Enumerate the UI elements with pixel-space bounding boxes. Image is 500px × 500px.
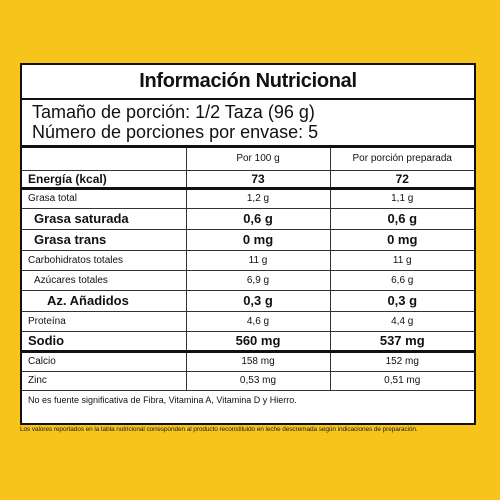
energy-row: Energía (kcal) 73 72: [22, 169, 474, 190]
table-row: Zinc 0,53 mg 0,51 mg: [22, 370, 474, 390]
row-per100: 0,3 g: [185, 289, 330, 311]
header-per100: Por 100 g: [185, 148, 330, 170]
header-prepared: Por porción preparada: [329, 148, 474, 170]
row-label: Zinc: [22, 370, 186, 390]
header-blank: [22, 148, 186, 170]
row-label: Grasa trans: [22, 228, 186, 250]
row-prepared: 1,1 g: [329, 187, 474, 208]
energy-prepared: 72: [329, 169, 474, 190]
table-row: Grasa total 1,2 g 1,1 g: [22, 187, 474, 208]
row-prepared: 4,4 g: [329, 310, 474, 331]
row-per100: 1,2 g: [185, 187, 330, 208]
row-label: Carbohidratos totales: [22, 249, 186, 270]
row-prepared: 6,6 g: [329, 269, 474, 290]
row-per100: 0 mg: [185, 228, 330, 250]
panel-title: Información Nutricional: [22, 65, 474, 100]
row-label: Calcio: [22, 350, 186, 371]
row-prepared: 0,6 g: [329, 207, 474, 229]
row-per100: 560 mg: [185, 330, 330, 353]
row-label: Azúcares totales: [22, 269, 186, 290]
table-row: Proteína 4,6 g 4,4 g: [22, 310, 474, 331]
row-prepared: 152 mg: [329, 350, 474, 371]
table-row: Az. Añadidos 0,3 g 0,3 g: [22, 289, 474, 311]
row-prepared: 11 g: [329, 249, 474, 270]
serving-size: Tamaño de porción: 1/2 Taza (96 g): [32, 102, 315, 122]
row-per100: 158 mg: [185, 350, 330, 371]
row-prepared: 537 mg: [329, 330, 474, 353]
table-row: Calcio 158 mg 152 mg: [22, 350, 474, 371]
row-label: Sodio: [22, 330, 186, 353]
row-label: Grasa saturada: [22, 207, 186, 229]
row-label: Proteína: [22, 310, 186, 331]
table-row: Sodio 560 mg 537 mg: [22, 330, 474, 353]
row-per100: 6,9 g: [185, 269, 330, 290]
row-per100: 11 g: [185, 249, 330, 270]
row-label: Az. Añadidos: [22, 289, 186, 311]
row-per100: 4,6 g: [185, 310, 330, 331]
footnote: No es fuente significativa de Fibra, Vit…: [22, 390, 474, 409]
energy-per100: 73: [185, 169, 330, 190]
table-row: Azúcares totales 6,9 g 6,6 g: [22, 269, 474, 290]
table-row: Grasa saturada 0,6 g 0,6 g: [22, 207, 474, 229]
row-prepared: 0,51 mg: [329, 370, 474, 390]
row-prepared: 0 mg: [329, 228, 474, 250]
servings-per-container: Número de porciones por envase: 5: [32, 122, 319, 142]
row-label: Grasa total: [22, 187, 186, 208]
table-header-row: Por 100 g Por porción preparada: [22, 148, 474, 170]
table-row: Carbohidratos totales 11 g 11 g: [22, 249, 474, 270]
table-row: Grasa trans 0 mg 0 mg: [22, 228, 474, 250]
bottom-note: Los valores reportados en la tabla nutri…: [20, 426, 418, 433]
nutrition-table: Por 100 g Por porción preparada Energía …: [22, 148, 474, 390]
row-per100: 0,53 mg: [185, 370, 330, 390]
nutrition-facts-panel: Información Nutricional Tamaño de porció…: [20, 63, 476, 425]
energy-label: Energía (kcal): [22, 169, 186, 190]
row-prepared: 0,3 g: [329, 289, 474, 311]
row-per100: 0,6 g: [185, 207, 330, 229]
serving-info: Tamaño de porción: 1/2 Taza (96 g) Númer…: [22, 100, 474, 148]
